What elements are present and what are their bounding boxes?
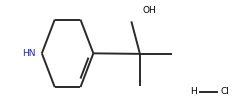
Text: HN: HN: [22, 49, 36, 58]
Text: Cl: Cl: [220, 87, 229, 96]
Text: OH: OH: [142, 6, 156, 15]
Text: H: H: [190, 87, 197, 96]
